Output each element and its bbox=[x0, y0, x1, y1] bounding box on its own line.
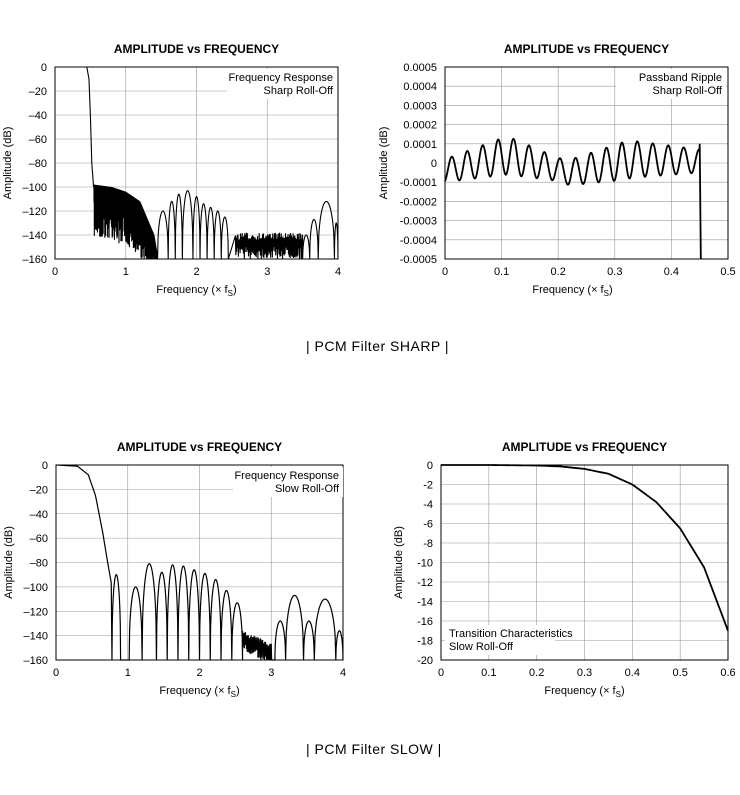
y-tick-label: -16 bbox=[417, 616, 433, 628]
x-tick-label: 0.4 bbox=[664, 266, 679, 278]
annotation-line: Frequency Response bbox=[228, 72, 333, 84]
caption-pcm-filter-slow: | PCM Filter SLOW | bbox=[306, 741, 442, 757]
x-tick-label: 3 bbox=[268, 667, 274, 679]
y-tick-label: –40 bbox=[29, 110, 47, 122]
annotation-line: Frequency Response bbox=[234, 470, 339, 482]
y-tick-label: –100 bbox=[23, 182, 47, 194]
y-tick-label: -0.0001 bbox=[400, 177, 437, 189]
annotation-line: Transition Characteristics bbox=[449, 628, 573, 640]
x-tick-label: 0.5 bbox=[673, 667, 688, 679]
y-tick-label: -2 bbox=[423, 480, 433, 492]
y-tick-label: –160 bbox=[23, 254, 47, 266]
y-tick-label: 0.0002 bbox=[403, 120, 437, 132]
y-tick-label: 0 bbox=[431, 158, 437, 170]
y-tick-label: -0.0005 bbox=[400, 254, 437, 266]
x-tick-label: 0.2 bbox=[529, 667, 544, 679]
chart-title: AMPLITUDE vs FREQUENCY bbox=[117, 440, 282, 454]
y-axis-label: Amplitude (dB) bbox=[2, 127, 14, 200]
caption-pcm-filter-sharp: | PCM Filter SHARP | bbox=[306, 338, 449, 354]
y-axis-label: Amplitude (dB) bbox=[3, 526, 15, 599]
x-tick-label: 0.1 bbox=[494, 266, 509, 278]
chart-4: AMPLITUDE vs FREQUENCY 0 -2 -4 -6 -8 -10 -12 -14… bbox=[393, 440, 736, 699]
series-line-passband-ripple bbox=[445, 139, 701, 259]
y-tick-label: -12 bbox=[417, 577, 433, 589]
y-tick-label: 0.0003 bbox=[403, 100, 437, 112]
chart-title: AMPLITUDE vs FREQUENCY bbox=[114, 42, 279, 56]
x-tick-label: 0.1 bbox=[481, 667, 496, 679]
y-tick-label: -0.0004 bbox=[400, 235, 437, 247]
x-tick-label: 0.3 bbox=[607, 266, 622, 278]
y-tick-label: –160 bbox=[24, 655, 48, 667]
y-tick-label: 0 bbox=[41, 62, 47, 74]
y-tick-label: 0.0001 bbox=[403, 139, 437, 151]
y-tick-label: 0.0004 bbox=[403, 81, 437, 93]
chart-title: AMPLITUDE vs FREQUENCY bbox=[502, 440, 667, 454]
y-tick-label: -14 bbox=[417, 597, 433, 609]
x-tick-label: 3 bbox=[264, 266, 270, 278]
y-tick-label: 0 bbox=[427, 460, 433, 472]
y-tick-label: –20 bbox=[29, 86, 47, 98]
y-tick-label: -0.0002 bbox=[400, 196, 437, 208]
chart-title: AMPLITUDE vs FREQUENCY bbox=[504, 42, 669, 56]
x-axis-label: Frequency (× fS) bbox=[544, 685, 624, 699]
y-tick-label: –120 bbox=[24, 606, 48, 618]
y-tick-label: –140 bbox=[24, 631, 48, 643]
y-tick-label: -10 bbox=[417, 558, 433, 570]
y-tick-label: –100 bbox=[24, 582, 48, 594]
annotation-line: Sharp Roll-Off bbox=[264, 85, 334, 97]
chart-2: AMPLITUDE vs FREQUENCY 0.0005 0.0004 0.0003… bbox=[378, 42, 736, 298]
x-tick-label: 0.3 bbox=[577, 667, 592, 679]
chart-1: AMPLITUDE vs FREQUENCY 0 –20 –40 –60 –80 –100 –… bbox=[2, 42, 341, 298]
y-tick-label: -4 bbox=[423, 499, 433, 511]
x-tick-label: 0.6 bbox=[720, 667, 735, 679]
y-tick-label: –40 bbox=[30, 509, 48, 521]
x-tick-label: 0.2 bbox=[551, 266, 566, 278]
x-axis-label: Frequency (× fS) bbox=[532, 284, 612, 298]
y-tick-label: –140 bbox=[23, 230, 47, 242]
y-tick-label: -6 bbox=[423, 519, 433, 531]
x-tick-label: 0 bbox=[438, 667, 444, 679]
x-tick-label: 1 bbox=[125, 667, 131, 679]
y-tick-label: –60 bbox=[30, 533, 48, 545]
y-tick-label: –60 bbox=[29, 134, 47, 146]
x-tick-label: 0 bbox=[52, 266, 58, 278]
y-tick-label: -18 bbox=[417, 636, 433, 648]
annotation-line: Sharp Roll-Off bbox=[653, 85, 723, 97]
chart-3: AMPLITUDE vs FREQUENCY 0 –20 –40 –60 –80 –100 –… bbox=[3, 440, 346, 699]
y-tick-label: 0.0005 bbox=[403, 62, 437, 74]
y-axis-label: Amplitude (dB) bbox=[378, 127, 390, 200]
annotation-line: Passband Ripple bbox=[639, 72, 722, 84]
y-tick-label: –80 bbox=[29, 158, 47, 170]
y-tick-label: –20 bbox=[30, 484, 48, 496]
y-tick-label: 0 bbox=[42, 460, 48, 472]
annotation-line: Slow Roll-Off bbox=[275, 483, 340, 495]
x-tick-label: 0.5 bbox=[720, 266, 735, 278]
y-tick-label: –120 bbox=[23, 206, 47, 218]
y-tick-label: -8 bbox=[423, 538, 433, 550]
x-axis-label: Frequency (× fS) bbox=[159, 685, 239, 699]
x-axis-label: Frequency (× fS) bbox=[156, 284, 236, 298]
x-tick-label: 0 bbox=[442, 266, 448, 278]
x-tick-label: 1 bbox=[123, 266, 129, 278]
annotation-line: Slow Roll-Off bbox=[449, 641, 514, 653]
x-tick-label: 4 bbox=[340, 667, 346, 679]
x-tick-label: 0 bbox=[53, 667, 59, 679]
x-tick-label: 0.4 bbox=[625, 667, 640, 679]
y-tick-label: -20 bbox=[417, 655, 433, 667]
x-tick-label: 2 bbox=[196, 667, 202, 679]
x-tick-label: 4 bbox=[335, 266, 341, 278]
y-axis-label: Amplitude (dB) bbox=[393, 526, 405, 599]
y-tick-label: -0.0003 bbox=[400, 216, 437, 228]
x-tick-label: 2 bbox=[193, 266, 199, 278]
y-tick-label: –80 bbox=[30, 558, 48, 570]
